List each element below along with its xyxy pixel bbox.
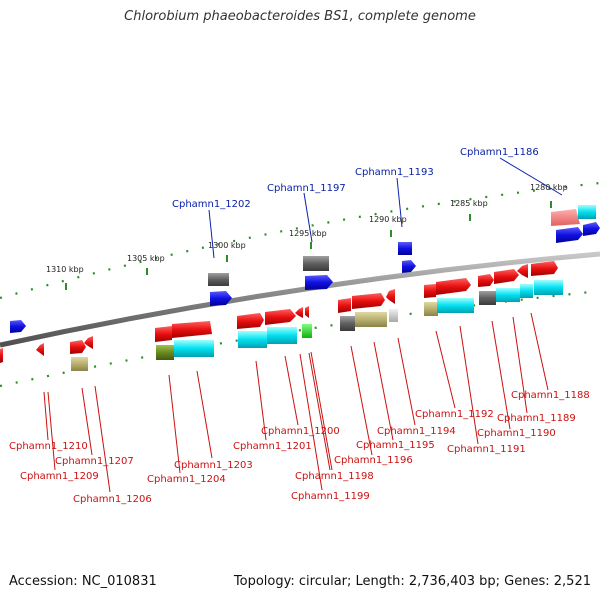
gene-arrow xyxy=(424,284,436,298)
upper-features xyxy=(10,205,600,333)
gene-block xyxy=(302,324,312,338)
gene-block xyxy=(208,273,229,286)
gene-label-bottom: Cphamn1_1188 xyxy=(511,390,590,401)
gene-arrow xyxy=(402,260,416,273)
gene-arrow xyxy=(551,209,580,226)
gene-label-bottom: Cphamn1_1207 xyxy=(55,456,134,467)
gene-label-bottom: Cphamn1_1210 xyxy=(9,441,88,452)
gene-block xyxy=(534,280,563,295)
gene-block xyxy=(437,298,474,313)
inner-dotted-ring xyxy=(0,289,600,388)
kbp-label: 1285 kbp xyxy=(450,199,488,208)
gene-arrow xyxy=(10,320,26,333)
gene-label-bottom: Cphamn1_1198 xyxy=(295,471,374,482)
gene-block xyxy=(174,340,214,357)
gene-block xyxy=(578,205,596,219)
genome-backbone xyxy=(0,251,600,348)
gene-block xyxy=(71,357,88,371)
gene-label-bottom: Cphamn1_1209 xyxy=(20,471,99,482)
gene-label-bottom: Cphamn1_1192 xyxy=(415,409,494,420)
lower-features xyxy=(0,261,563,371)
gene-block xyxy=(156,345,174,360)
gene-label-top: Cphamn1_1186 xyxy=(460,147,539,158)
gene-label-bottom: Cphamn1_1204 xyxy=(147,474,226,485)
gene-label-top: Cphamn1_1193 xyxy=(355,167,434,178)
gene-arrow xyxy=(531,261,558,276)
gene-block xyxy=(340,316,355,331)
gene-label-bottom: Cphamn1_1195 xyxy=(356,440,435,451)
topology-label: Topology: circular; Length: 2,736,403 bp… xyxy=(233,574,591,589)
gene-label-bottom: Cphamn1_1196 xyxy=(334,455,413,466)
gene-arrow xyxy=(494,269,519,284)
gene-arrow xyxy=(84,336,93,349)
gene-arrow xyxy=(352,293,385,309)
gene-arrow xyxy=(210,291,232,306)
bottom-label-leaders xyxy=(43,312,549,493)
gene-block xyxy=(520,284,533,298)
gene-block xyxy=(355,312,387,327)
gene-arrow xyxy=(36,343,44,356)
kbp-label: 1310 kbp xyxy=(46,265,84,274)
gene-arrow xyxy=(237,313,264,329)
gene-label-top: Cphamn1_1197 xyxy=(267,183,346,194)
map-title: Chlorobium phaeobacteroides BS1, complet… xyxy=(124,9,476,24)
gene-arrow xyxy=(478,274,494,287)
kbp-label: 1305 kbp xyxy=(127,254,165,263)
gene-block xyxy=(496,288,520,302)
gene-block xyxy=(267,327,297,344)
gene-arrow xyxy=(338,298,351,313)
accession-label: Accession: NC_010831 xyxy=(9,574,157,589)
gene-label-bottom: Cphamn1_1206 xyxy=(73,494,152,505)
gene-arrow xyxy=(0,348,3,363)
kbp-label: 1295 kbp xyxy=(289,229,327,238)
gene-block xyxy=(398,242,412,255)
gene-arrow xyxy=(155,326,172,342)
gene-arrow xyxy=(305,306,309,318)
gene-arrow xyxy=(305,275,333,290)
gene-arrow xyxy=(583,222,600,236)
gene-arrow xyxy=(265,309,296,325)
gene-label-bottom: Cphamn1_1190 xyxy=(477,428,556,439)
gene-label-bottom: Cphamn1_1200 xyxy=(261,426,340,437)
gene-arrow xyxy=(295,307,303,318)
gene-arrow xyxy=(386,289,395,304)
gene-block xyxy=(389,309,398,322)
gene-label-bottom: Cphamn1_1191 xyxy=(447,444,526,455)
kbp-ticks xyxy=(65,201,552,290)
gene-arrow xyxy=(517,264,528,278)
gene-block xyxy=(303,256,329,271)
gene-label-top: Cphamn1_1202 xyxy=(172,199,251,210)
gene-arrow xyxy=(172,321,212,338)
gene-block xyxy=(238,331,267,348)
kbp-label: 1290 kbp xyxy=(369,215,407,224)
gene-label-bottom: Cphamn1_1199 xyxy=(291,491,370,502)
gene-arrow xyxy=(436,278,471,295)
gene-block xyxy=(479,291,496,305)
gene-label-bottom: Cphamn1_1203 xyxy=(174,460,253,471)
gene-block xyxy=(424,302,438,316)
gene-label-bottom: Cphamn1_1201 xyxy=(233,441,312,452)
gene-label-bottom: Cphamn1_1194 xyxy=(377,426,456,437)
gene-arrow xyxy=(70,340,86,354)
gene-arrow xyxy=(556,227,583,243)
top-label-leaders xyxy=(208,157,563,259)
gene-label-bottom: Cphamn1_1189 xyxy=(497,413,576,424)
kbp-label: 1300 kbp xyxy=(208,241,246,250)
